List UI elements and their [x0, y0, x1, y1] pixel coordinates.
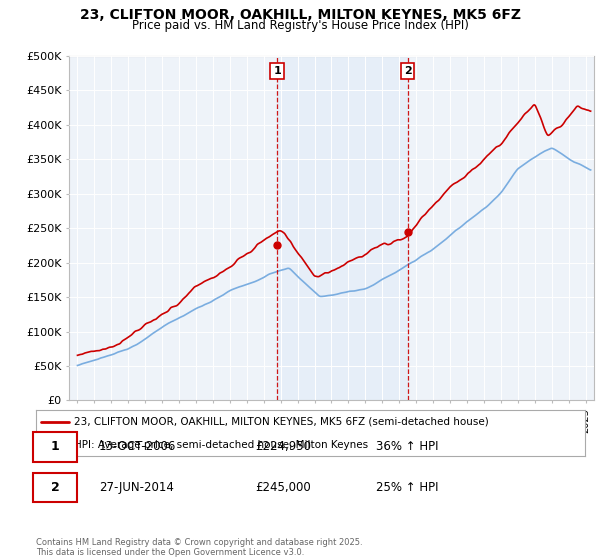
- Text: 36% ↑ HPI: 36% ↑ HPI: [376, 440, 439, 453]
- Bar: [277, 56, 407, 400]
- Text: 1: 1: [273, 66, 281, 76]
- Text: £224,950: £224,950: [256, 440, 311, 453]
- Text: 23, CLIFTON MOOR, OAKHILL, MILTON KEYNES, MK5 6FZ (semi-detached house): 23, CLIFTON MOOR, OAKHILL, MILTON KEYNES…: [74, 417, 489, 427]
- Text: £245,000: £245,000: [256, 481, 311, 494]
- Text: 23, CLIFTON MOOR, OAKHILL, MILTON KEYNES, MK5 6FZ: 23, CLIFTON MOOR, OAKHILL, MILTON KEYNES…: [79, 8, 521, 22]
- Text: HPI: Average price, semi-detached house, Milton Keynes: HPI: Average price, semi-detached house,…: [74, 440, 368, 450]
- Text: 13-OCT-2006: 13-OCT-2006: [99, 440, 176, 453]
- Text: 2: 2: [404, 66, 412, 76]
- FancyBboxPatch shape: [33, 473, 77, 502]
- Text: Price paid vs. HM Land Registry's House Price Index (HPI): Price paid vs. HM Land Registry's House …: [131, 19, 469, 32]
- FancyBboxPatch shape: [33, 432, 77, 461]
- Text: Contains HM Land Registry data © Crown copyright and database right 2025.
This d: Contains HM Land Registry data © Crown c…: [36, 538, 362, 557]
- Text: 25% ↑ HPI: 25% ↑ HPI: [376, 481, 439, 494]
- Text: 2: 2: [51, 481, 59, 494]
- Text: 27-JUN-2014: 27-JUN-2014: [99, 481, 174, 494]
- Text: 1: 1: [51, 440, 59, 453]
